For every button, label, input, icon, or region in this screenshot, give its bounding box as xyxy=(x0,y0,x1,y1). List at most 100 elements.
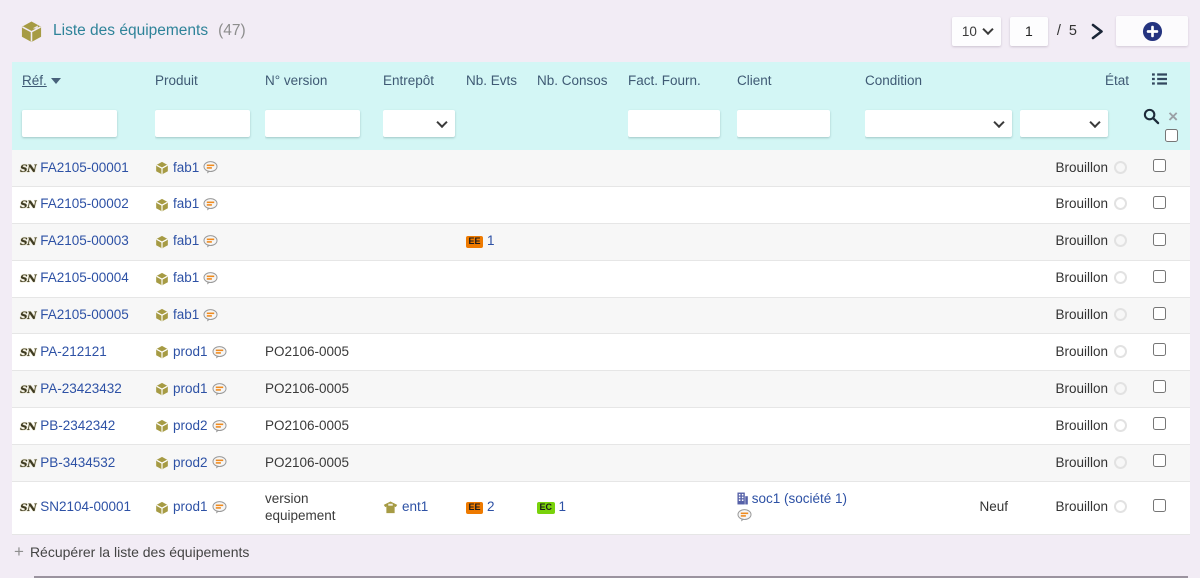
speech-bubble-icon[interactable] xyxy=(203,272,218,285)
speech-bubble-icon[interactable] xyxy=(203,235,218,248)
row-checkbox[interactable] xyxy=(1153,269,1166,283)
equipment-ref-link[interactable]: FA2105-00002 xyxy=(40,196,129,212)
status-circle-icon xyxy=(1114,308,1127,321)
speech-bubble-icon[interactable] xyxy=(212,456,227,469)
next-page-button[interactable] xyxy=(1088,21,1107,42)
column-header-consos[interactable]: Nb. Consos xyxy=(537,62,628,98)
filter-fact-fourn-input[interactable] xyxy=(628,110,720,137)
warehouse-link[interactable]: ent1 xyxy=(402,499,429,515)
row-checkbox[interactable] xyxy=(1153,343,1166,357)
speech-bubble-icon[interactable] xyxy=(737,508,752,522)
filter-condition-select[interactable] xyxy=(865,110,1012,137)
select-all-checkbox[interactable] xyxy=(1165,129,1178,142)
product-link[interactable]: fab1 xyxy=(173,270,200,286)
supplier-invoice-cell xyxy=(628,223,737,260)
equipment-ref-link[interactable]: PB-3434532 xyxy=(40,454,116,470)
equipment-ref-link[interactable]: FA2105-00003 xyxy=(40,233,129,249)
filter-ref-input[interactable] xyxy=(22,110,117,137)
select-columns-button[interactable] xyxy=(1135,62,1190,98)
events-count-link[interactable]: 2 xyxy=(487,499,495,515)
column-header-evts[interactable]: Nb. Evts xyxy=(466,62,537,98)
filter-version-input[interactable] xyxy=(265,110,360,137)
consumptions-count-link[interactable]: 1 xyxy=(558,499,567,515)
status-label: Brouillon xyxy=(1055,499,1108,515)
product-link[interactable]: fab1 xyxy=(173,233,200,249)
column-header-fact-fourn[interactable]: Fact. Fourn. xyxy=(628,62,737,98)
fetch-equipment-list-link[interactable]: + Récupérer la liste des équipements xyxy=(12,535,1190,560)
product-link[interactable]: fab1 xyxy=(173,307,200,322)
events-count-link[interactable]: 1 xyxy=(487,233,495,249)
equipment-ref-link[interactable]: FA2105-00005 xyxy=(40,307,129,322)
equipment-ref-link[interactable]: PA-23423432 xyxy=(40,380,122,396)
supplier-invoice-cell xyxy=(628,371,737,408)
page-size-value: 10 xyxy=(961,23,977,39)
condition-cell xyxy=(865,186,1020,223)
clear-filters-button[interactable]: × xyxy=(1168,106,1178,126)
speech-bubble-icon[interactable] xyxy=(212,419,227,433)
condition-cell xyxy=(865,297,1020,334)
column-header-ref[interactable]: Réf. xyxy=(12,62,155,98)
product-link[interactable]: prod1 xyxy=(173,380,208,396)
speech-bubble-icon[interactable] xyxy=(203,309,218,322)
equipment-ref-link[interactable]: FA2105-00001 xyxy=(40,159,129,175)
column-header-version[interactable]: N° version xyxy=(265,62,383,98)
speech-bubble-icon[interactable] xyxy=(212,382,227,396)
version-cell: PO2106-0005 xyxy=(265,417,350,433)
product-link[interactable]: prod2 xyxy=(173,417,208,433)
product-cube-icon xyxy=(156,309,168,322)
column-header-condition[interactable]: Condition xyxy=(865,62,1020,98)
speech-bubble-icon[interactable] xyxy=(212,501,227,514)
speech-bubble-icon[interactable] xyxy=(203,198,218,211)
row-checkbox[interactable] xyxy=(1153,232,1166,246)
row-checkbox[interactable] xyxy=(1153,498,1166,512)
status-circle-icon xyxy=(1114,381,1127,395)
row-checkbox[interactable] xyxy=(1153,454,1166,467)
status-circle-icon xyxy=(1114,500,1127,514)
search-button[interactable] xyxy=(1143,108,1160,125)
column-header-entrepot[interactable]: Entrepôt xyxy=(383,62,466,98)
version-cell xyxy=(265,260,383,297)
column-header-etat[interactable]: État xyxy=(1020,62,1135,98)
speech-bubble-icon[interactable] xyxy=(212,345,227,359)
filter-etat-select[interactable] xyxy=(1020,110,1108,137)
product-link[interactable]: prod1 xyxy=(173,343,208,359)
status-label: Brouillon xyxy=(1055,233,1108,249)
supplier-invoice-cell xyxy=(628,260,737,297)
column-header-client[interactable]: Client xyxy=(737,62,865,98)
filter-produit-input[interactable] xyxy=(155,110,250,137)
product-link[interactable]: fab1 xyxy=(173,196,200,212)
page-size-select[interactable]: 10 xyxy=(951,16,1001,46)
equipment-ref-link[interactable]: FA2105-00004 xyxy=(40,270,129,286)
row-checkbox[interactable] xyxy=(1153,159,1166,172)
equipment-ref-link[interactable]: PB-2342342 xyxy=(40,417,116,433)
row-checkbox[interactable] xyxy=(1153,380,1166,394)
filter-client-input[interactable] xyxy=(737,110,830,137)
row-checkbox[interactable] xyxy=(1153,417,1166,431)
table-row: SN PB-3434532 prod2 PO21 xyxy=(12,444,1190,482)
supplier-invoice-cell xyxy=(628,481,737,534)
equipment-ref-link[interactable]: PA-212121 xyxy=(40,343,107,359)
filter-entrepot-select[interactable] xyxy=(383,110,455,137)
status-circle-icon xyxy=(1114,344,1127,358)
page-number-input[interactable]: 1 xyxy=(1009,16,1048,46)
product-cube-icon xyxy=(156,235,168,249)
add-record-button[interactable] xyxy=(1116,16,1188,46)
product-cube-icon xyxy=(156,456,168,470)
equipment-ref-link[interactable]: SN2104-00001 xyxy=(40,499,132,515)
add-icon xyxy=(1142,21,1162,41)
condition-cell xyxy=(865,371,1020,408)
product-cube-icon xyxy=(156,419,168,433)
serial-number-icon: SN xyxy=(20,162,37,175)
status-label: Brouillon xyxy=(1055,380,1108,396)
speech-bubble-icon[interactable] xyxy=(203,161,218,174)
row-checkbox[interactable] xyxy=(1153,195,1166,209)
client-link[interactable]: soc1 (société 1) xyxy=(751,490,848,506)
product-link[interactable]: prod2 xyxy=(173,454,208,470)
row-checkbox[interactable] xyxy=(1153,306,1166,320)
record-count: (47) xyxy=(218,22,246,39)
product-link[interactable]: fab1 xyxy=(173,159,200,175)
serial-number-icon: SN xyxy=(20,199,37,212)
column-header-produit[interactable]: Produit xyxy=(155,62,265,98)
product-link[interactable]: prod1 xyxy=(173,499,208,515)
version-cell xyxy=(265,150,383,186)
